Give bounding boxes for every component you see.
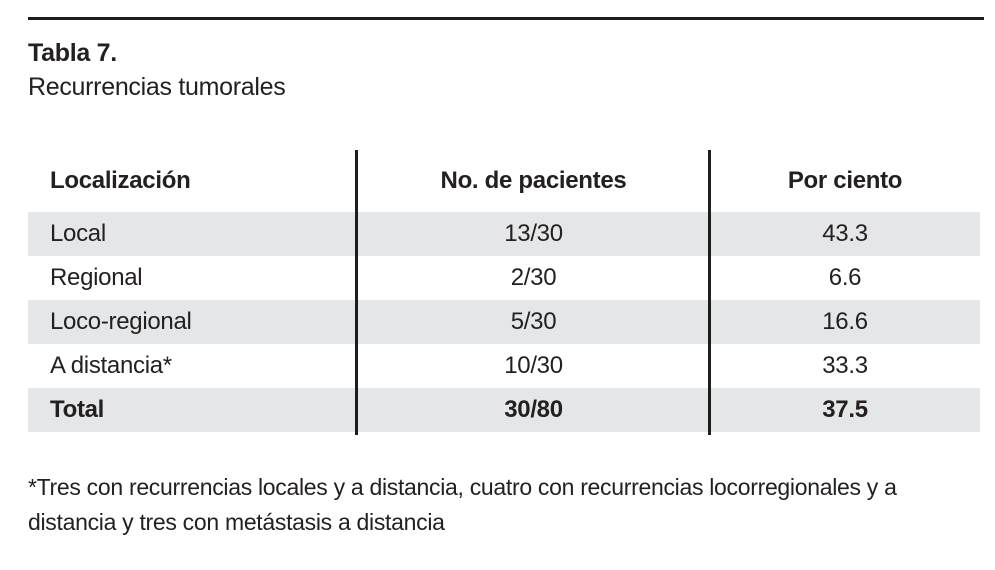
table-row-total: Total 30/80 37.5 [28,388,980,432]
cell-localizacion: Regional [50,264,143,291]
column-header-no-de-pacientes: No. de pacientes [440,167,627,194]
column-divider-1 [355,150,358,435]
column-divider-2 [708,150,711,435]
column-header-por-ciento: Por ciento [787,167,903,194]
table-row-loco-regional: Loco-regional 5/30 16.6 [28,300,980,344]
top-rule [28,17,984,20]
cell-porciento: 43.3 [822,220,868,247]
table-row-local: Local 13/30 43.3 [28,212,980,256]
table-subtitle: Recurrencias tumorales [28,73,286,101]
cell-localizacion: Total [50,396,105,423]
cell-pacientes: 2/30 [510,264,557,291]
cell-porciento: 6.6 [828,264,862,291]
footnote-line-1: *Tres con recurrencias locales y a dista… [28,474,897,500]
cell-porciento: 37.5 [822,396,868,423]
footnote: *Tres con recurrencias locales y a dista… [28,470,897,540]
data-table: Localización No. de pacientes Por ciento… [28,150,980,435]
cell-pacientes: 13/30 [504,220,563,247]
cell-porciento: 33.3 [822,352,868,379]
column-header-localizacion: Localización [50,167,191,194]
table-header-row: Localización No. de pacientes Por ciento [28,150,980,212]
cell-pacientes: 5/30 [510,308,557,335]
table-title: Tabla 7. [28,39,117,67]
cell-pacientes: 10/30 [504,352,563,379]
table-row-regional: Regional 2/30 6.6 [28,256,980,300]
footnote-line-2: distancia y tres con metástasis a distan… [28,509,445,535]
cell-porciento: 16.6 [822,308,868,335]
cell-localizacion: Local [50,220,106,247]
cell-localizacion: A distancia* [50,352,172,379]
cell-localizacion: Loco-regional [50,308,192,335]
cell-pacientes: 30/80 [504,396,563,423]
table-row-a-distancia: A distancia* 10/30 33.3 [28,344,980,388]
